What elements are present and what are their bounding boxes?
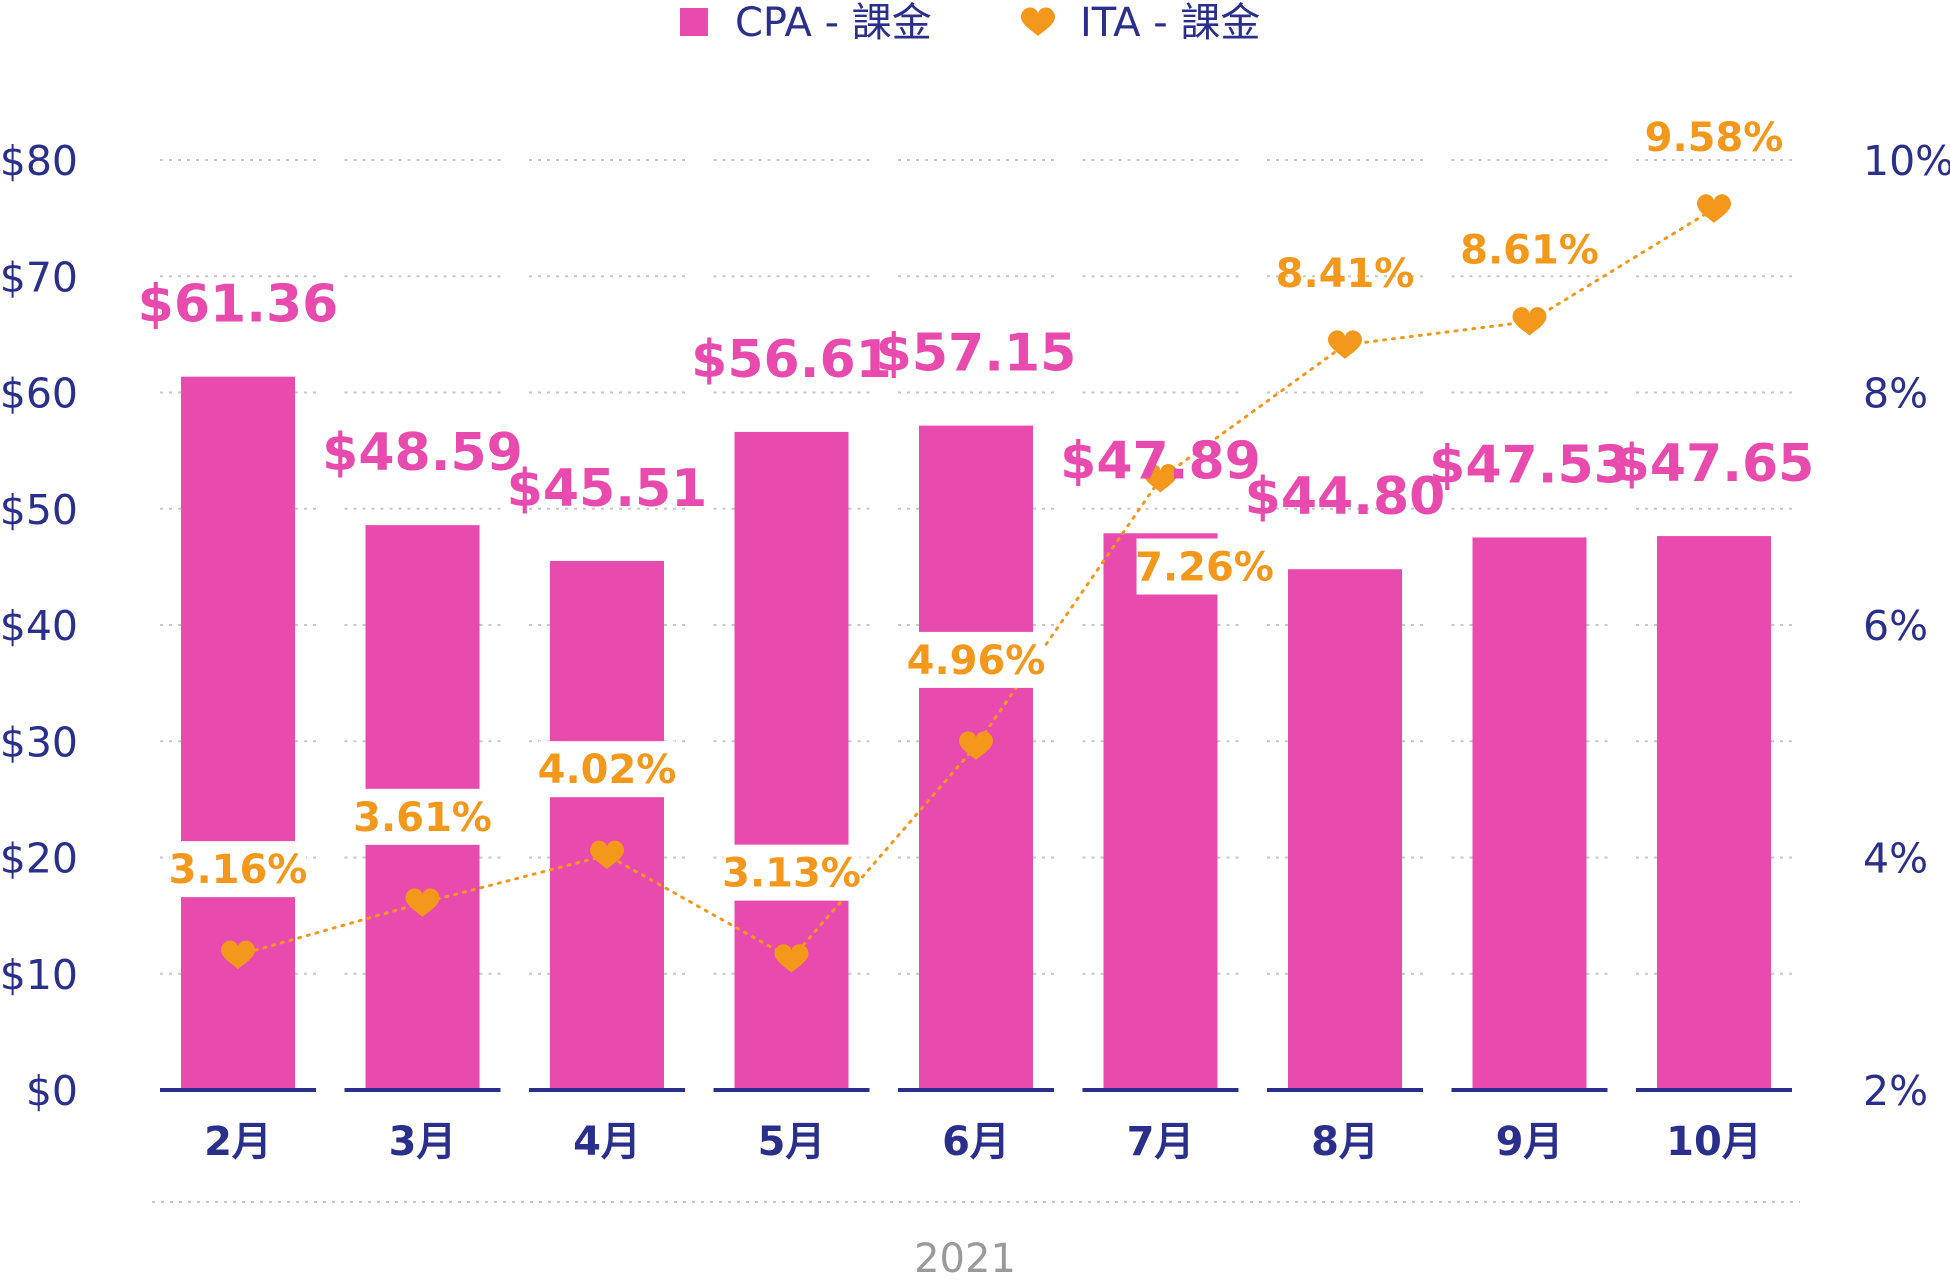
cpa-value-label: $47.65 [1614,434,1815,494]
legend-cpa-swatch [680,8,708,36]
left-tick-label: $50 [0,486,78,534]
left-tick-label: $40 [0,602,78,650]
cpa-bar [1472,537,1587,1090]
left-tick-label: $10 [0,951,78,999]
ita-point-heart-icon [1512,307,1547,336]
ita-value-label: 4.02% [538,747,677,793]
cpa-bar [1288,569,1402,1090]
x-tick-label: 5月 [758,1119,826,1165]
ita-point-heart-icon [1697,194,1731,223]
x-axis-title: 2021 [914,1236,1016,1282]
cpa-value-label: $45.51 [507,459,708,519]
ita-value-label: 3.61% [353,795,492,841]
cpa-value-label: $57.15 [876,324,1077,384]
legend-ita-label: ITA - 課金 [1080,0,1260,46]
cpa-bar [550,560,664,1090]
right-tick-label: 6% [1863,602,1928,650]
cpa-value-label: $61.36 [138,275,339,335]
cpa-bar [1657,536,1771,1090]
ita-label-background [723,844,860,901]
cpa-bar [181,376,295,1090]
cpa-bar [1103,533,1218,1090]
left-tick-label: $30 [0,718,78,766]
ita-value-label: 3.16% [169,847,308,893]
right-tick-label: 2% [1863,1067,1928,1115]
ita-value-label: 7.26% [1135,545,1274,591]
x-tick-label: 8月 [1311,1119,1379,1165]
ita-line [221,194,1731,973]
cpa-value-label: $44.80 [1245,467,1446,527]
ita-label-background [1136,538,1273,595]
right-tick-label: 10% [1863,137,1950,185]
ita-point-heart-icon [774,944,809,973]
cpa-value-label: $56.61 [691,330,892,390]
ita-label-background [170,841,306,898]
ita-value-labels: 3.16% 3.61% 4.02% 3.13% 4.96% 7.26% 8.41% 8.61%… [169,115,1784,901]
x-tick-label: 9月 [1496,1119,1564,1165]
ita-value-label: 9.58% [1645,115,1784,161]
ita-label-background [539,741,675,798]
cpa-value-label: $47.53 [1429,435,1630,495]
x-tick-label: 4月 [573,1119,641,1165]
left-tick-label: $80 [0,137,78,185]
cpa-value-label: $47.89 [1060,431,1261,491]
x-tick-label: 6月 [942,1119,1010,1165]
left-tick-label: $20 [0,835,78,883]
ita-value-label: 3.13% [722,851,861,897]
x-axis-tick-labels: 2月 3月 4月 5月 6月 7月 8月 9月 10月 [204,1119,1762,1165]
x-tick-label: 3月 [389,1119,457,1165]
cpa-bar [734,431,849,1090]
ita-label-background [908,631,1044,688]
left-tick-label: $60 [0,370,78,418]
right-tick-label: 4% [1863,835,1928,883]
ita-point-heart-icon [1143,464,1178,493]
cpa-value-label: $48.59 [322,423,523,483]
ita-point-heart-icon [959,731,993,760]
right-axis: 2% 4% 6% 8% 10% [1863,137,1950,1115]
left-axis: $0 $10 $20 $30 $40 $50 $60 $70 $80 [0,137,78,1115]
ita-point-heart-icon [1328,330,1362,359]
ita-point-heart-icon [221,940,255,970]
legend-ita-heart-icon [1021,7,1055,36]
ita-point-heart-icon [405,888,440,917]
x-tick-label: 10月 [1666,1119,1762,1165]
left-tick-label: $0 [26,1067,78,1115]
ita-point-heart-icon [590,840,624,870]
ita-value-label: 8.61% [1460,228,1599,274]
ita-value-label: 8.41% [1276,251,1415,297]
x-tick-label: 7月 [1127,1119,1195,1165]
x-tick-label: 2月 [204,1119,272,1165]
legend: CPA - 課金 ITA - 課金 [680,0,1260,46]
left-tick-label: $70 [0,253,78,301]
right-tick-label: 8% [1863,370,1928,418]
ita-label-background [354,788,491,845]
legend-cpa-label: CPA - 課金 [735,0,932,46]
ita-value-label: 4.96% [907,638,1046,684]
cpa-value-labels: $61.36 $48.59$45.51 $56.61$57.15 $47.89$44.… [138,275,1815,528]
